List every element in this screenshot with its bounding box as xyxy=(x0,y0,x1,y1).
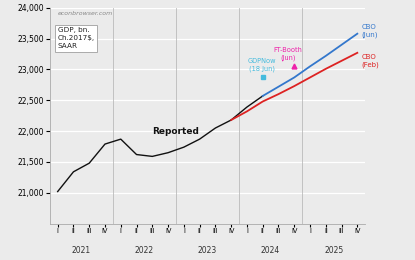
Text: CBO
(Jun): CBO (Jun) xyxy=(361,24,378,38)
Text: 2024: 2024 xyxy=(261,246,280,255)
Text: 2022: 2022 xyxy=(135,246,154,255)
Text: FT-Booth
(Jun): FT-Booth (Jun) xyxy=(273,47,303,61)
Text: 2025: 2025 xyxy=(324,246,343,255)
Text: Reported: Reported xyxy=(153,127,199,136)
Text: 2023: 2023 xyxy=(198,246,217,255)
Text: CBO
(Feb): CBO (Feb) xyxy=(361,54,379,68)
Text: GDPNow
(18 Jun): GDPNow (18 Jun) xyxy=(248,58,276,72)
Text: GDP, bn.
Ch.2017$,
SAAR: GDP, bn. Ch.2017$, SAAR xyxy=(58,27,95,49)
Text: econbrowser.com: econbrowser.com xyxy=(58,11,113,16)
Text: 2021: 2021 xyxy=(72,246,91,255)
